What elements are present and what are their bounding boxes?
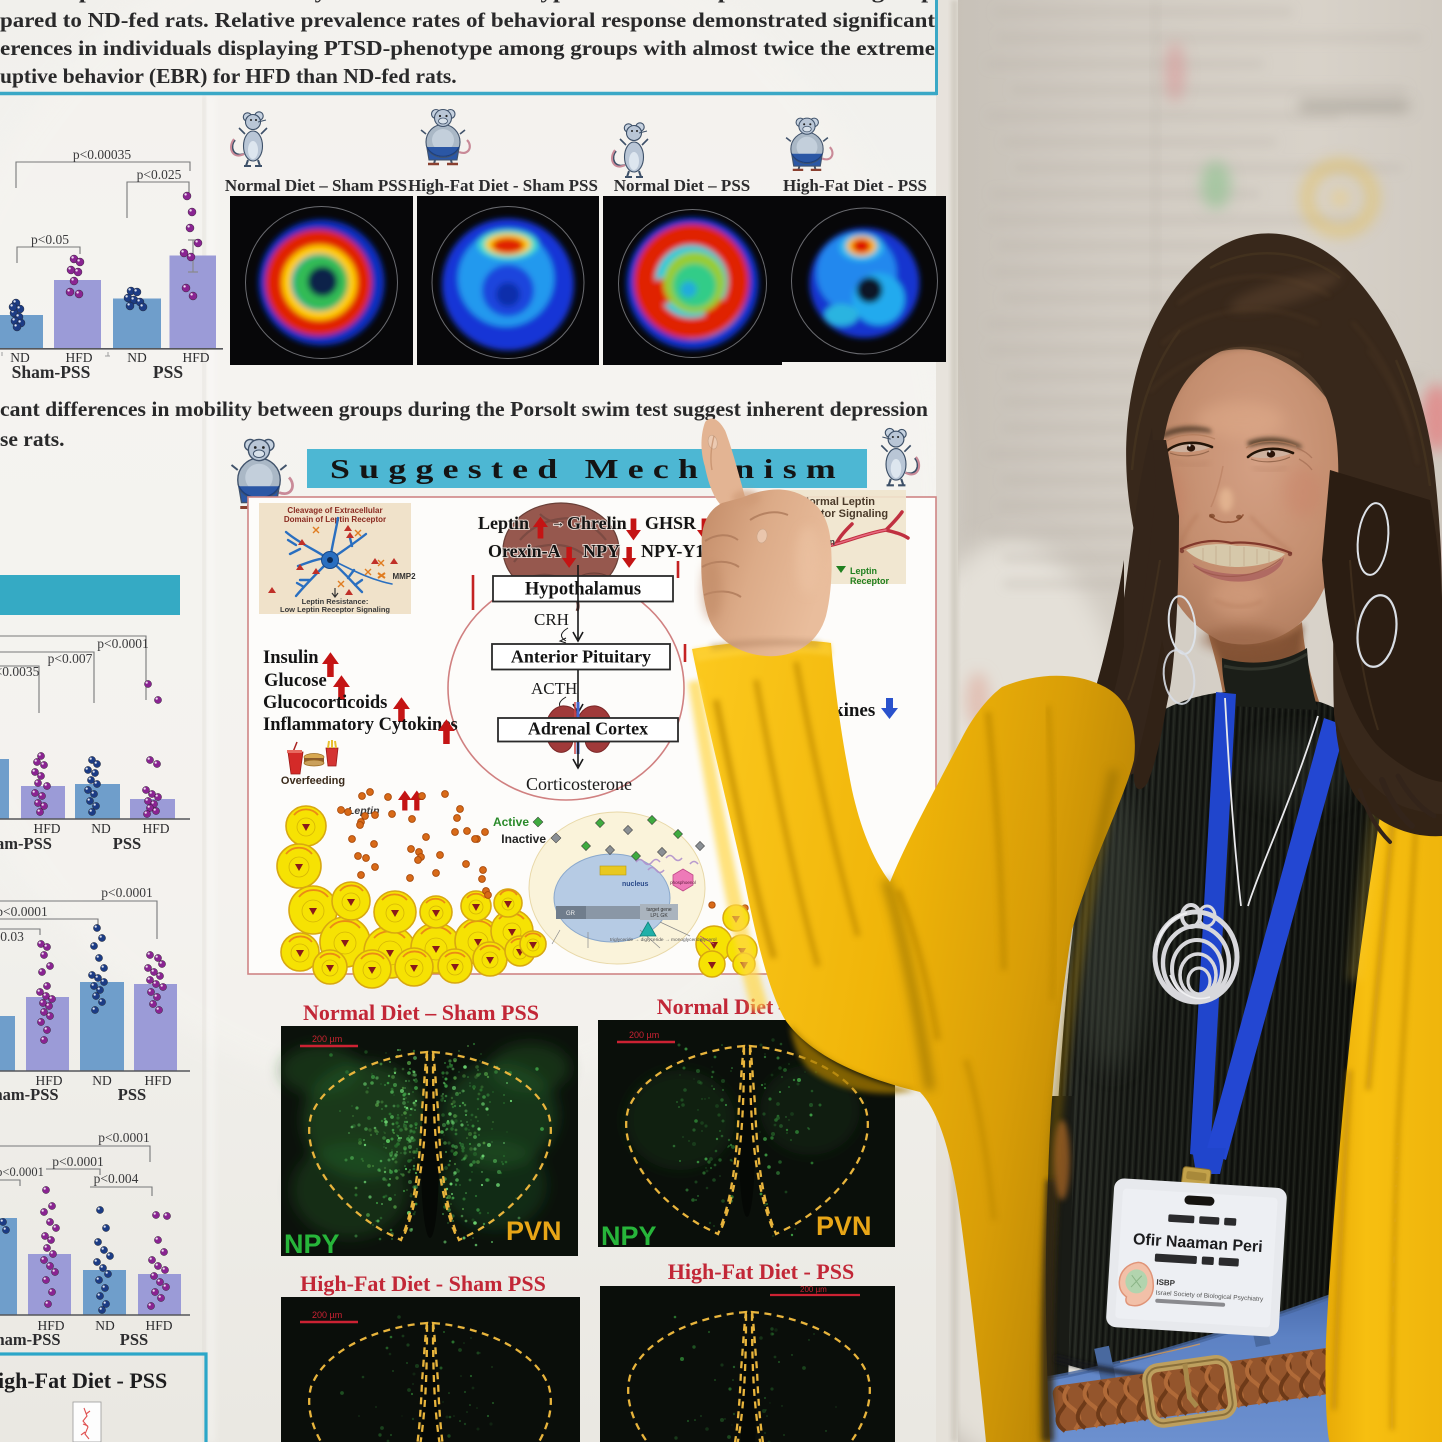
svg-text:HFD: HFD xyxy=(144,1073,171,1088)
svg-text:p<0.0001: p<0.0001 xyxy=(98,1130,150,1145)
svg-text:ND: ND xyxy=(127,350,147,365)
svg-text:ACTH: ACTH xyxy=(531,679,577,698)
svg-text:Suggested Mechanism: Suggested Mechanism xyxy=(330,454,845,484)
svg-text:erences in individuals display: erences in individuals displaying PTSD-p… xyxy=(0,36,935,60)
svg-text:0.03: 0.03 xyxy=(0,929,24,944)
svg-text:ND: ND xyxy=(92,1073,112,1088)
svg-text:→: → xyxy=(551,516,565,531)
svg-text:Hypothalamus: Hypothalamus xyxy=(525,580,641,600)
svg-text:p<0.0001: p<0.0001 xyxy=(0,904,48,919)
svg-text:Sham-PSS: Sham-PSS xyxy=(12,362,91,382)
svg-text:Inactive: Inactive xyxy=(501,832,546,846)
svg-text:PSS: PSS xyxy=(118,1085,146,1104)
svg-text:PSS: PSS xyxy=(153,362,183,382)
svg-text:Corticosterone: Corticosterone xyxy=(526,774,632,794)
svg-text:Glucocorticoids: Glucocorticoids xyxy=(263,693,387,713)
svg-text:High-Fat Diet - PSS: High-Fat Diet - PSS xyxy=(783,176,927,195)
svg-text:ND: ND xyxy=(10,350,30,365)
svg-text:200 µm: 200 µm xyxy=(312,1034,342,1044)
svg-text:Inflammatory Cytokines: Inflammatory Cytokines xyxy=(263,715,458,735)
svg-text:HFD: HFD xyxy=(65,350,92,365)
svg-text:pared to ND-fed rats. Relative: pared to ND-fed rats. Relative prevalenc… xyxy=(0,8,936,32)
svg-text:p<0.0001: p<0.0001 xyxy=(97,636,149,651)
svg-text:Leptin Resistance:: Leptin Resistance: xyxy=(302,597,369,606)
svg-text:High-Fat Diet - PSS: High-Fat Diet - PSS xyxy=(668,1259,854,1284)
svg-text:HFD: HFD xyxy=(35,1073,62,1088)
svg-text:glycerol: glycerol xyxy=(700,937,717,943)
svg-text:target gene: target gene xyxy=(646,907,672,913)
svg-text:kines: kines xyxy=(833,700,875,721)
svg-text:Overfeeding: Overfeeding xyxy=(281,775,345,787)
svg-text:Normal Diet – Sham PSS: Normal Diet – Sham PSS xyxy=(303,1000,539,1025)
svg-text:Orexin-A: Orexin-A xyxy=(488,541,561,561)
svg-text:NPY: NPY xyxy=(583,541,620,561)
svg-text:ham-PSS: ham-PSS xyxy=(0,1330,61,1349)
svg-text:triglyceride → diglyceride → m: triglyceride → diglyceride → monoglyceri… xyxy=(610,937,703,943)
svg-text:HFD: HFD xyxy=(145,1318,172,1333)
svg-text:p<0.007: p<0.007 xyxy=(48,651,93,666)
svg-text:Normal Leptin: Normal Leptin xyxy=(801,496,875,508)
svg-text:200 µm: 200 µm xyxy=(629,1030,659,1040)
svg-text:NPY: NPY xyxy=(284,1229,340,1259)
svg-text:cant differences in mobility b: cant differences in mobility between gro… xyxy=(0,397,928,421)
svg-text:Insulin: Insulin xyxy=(263,648,319,668)
svg-text:Active: Active xyxy=(493,815,529,829)
svg-text:Leptin: Leptin xyxy=(850,566,877,576)
svg-text:Leptin: Leptin xyxy=(478,513,529,533)
svg-text:<0.0035: <0.0035 xyxy=(0,664,40,679)
svg-text:p<0.025: p<0.025 xyxy=(137,167,182,182)
svg-text:LPL GK: LPL GK xyxy=(650,913,668,919)
svg-text:MMP2: MMP2 xyxy=(392,572,416,581)
svg-text:ND: ND xyxy=(95,1318,115,1333)
svg-text:se rats.: se rats. xyxy=(0,427,64,451)
svg-text:uptive behavior (EBR) for HFD: uptive behavior (EBR) for HFD than ND-fe… xyxy=(0,64,457,88)
svg-text:ed rats presented more anxiety: ed rats presented more anxiety-like beha… xyxy=(0,0,935,3)
svg-text:p<0.05: p<0.05 xyxy=(31,232,69,247)
svg-text:igh-Fat Diet - PSS: igh-Fat Diet - PSS xyxy=(0,1368,167,1393)
svg-text:200 µm: 200 µm xyxy=(800,1285,827,1294)
svg-text:phosphoenol: phosphoenol xyxy=(670,880,696,885)
svg-text:PVN: PVN xyxy=(816,1211,872,1241)
svg-text:p<0.004: p<0.004 xyxy=(94,1171,139,1186)
svg-text:ham-PSS: ham-PSS xyxy=(0,1085,59,1104)
svg-text:Anterior Pituitary: Anterior Pituitary xyxy=(511,647,651,667)
svg-text:HFD: HFD xyxy=(33,821,60,836)
svg-text:nucleus: nucleus xyxy=(622,881,649,888)
svg-text:PSS: PSS xyxy=(120,1330,148,1349)
svg-text:200 µm: 200 µm xyxy=(312,1310,342,1320)
svg-text:NPY-Y1: NPY-Y1 xyxy=(641,541,704,561)
svg-text:HFD: HFD xyxy=(142,821,169,836)
svg-text:p<0.0001: p<0.0001 xyxy=(52,1154,104,1169)
svg-text:Low Leptin Receptor Signaling: Low Leptin Receptor Signaling xyxy=(280,605,390,614)
svg-text:p<0.00035: p<0.00035 xyxy=(73,147,131,162)
svg-text:Glucose: Glucose xyxy=(264,671,327,691)
svg-text:Domain of Leptin Receptor: Domain of Leptin Receptor xyxy=(284,515,386,524)
svg-text:High-Fat Diet - Sham PSS: High-Fat Diet - Sham PSS xyxy=(408,176,598,195)
svg-text:am-PSS: am-PSS xyxy=(0,834,52,853)
svg-text:NPY: NPY xyxy=(601,1221,657,1251)
svg-text:HFD: HFD xyxy=(37,1318,64,1333)
svg-text:PVN: PVN xyxy=(506,1216,562,1246)
svg-text:ND: ND xyxy=(91,821,111,836)
svg-text:Receptor: Receptor xyxy=(850,576,890,586)
svg-text:Ghrelin: Ghrelin xyxy=(567,513,627,533)
svg-text:Adrenal Cortex: Adrenal Cortex xyxy=(528,719,648,739)
svg-text:p<0.0001: p<0.0001 xyxy=(101,885,153,900)
svg-text:CRH: CRH xyxy=(534,610,569,629)
svg-text:Normal Diet – Sham PSS: Normal Diet – Sham PSS xyxy=(225,176,407,195)
svg-text:PSS: PSS xyxy=(113,834,141,853)
svg-text:Cleavage of Extracellular: Cleavage of Extracellular xyxy=(287,506,382,515)
svg-text:p<0.0001: p<0.0001 xyxy=(0,1165,44,1179)
svg-text:Normal Diet – PSS: Normal Diet – PSS xyxy=(614,176,750,195)
svg-text:ISBP: ISBP xyxy=(1156,1278,1176,1288)
svg-text:GHSR: GHSR xyxy=(645,513,697,533)
svg-text:HFD: HFD xyxy=(182,350,209,365)
svg-text:GR: GR xyxy=(566,911,576,917)
svg-text:High-Fat Diet - Sham PSS: High-Fat Diet - Sham PSS xyxy=(300,1271,546,1296)
